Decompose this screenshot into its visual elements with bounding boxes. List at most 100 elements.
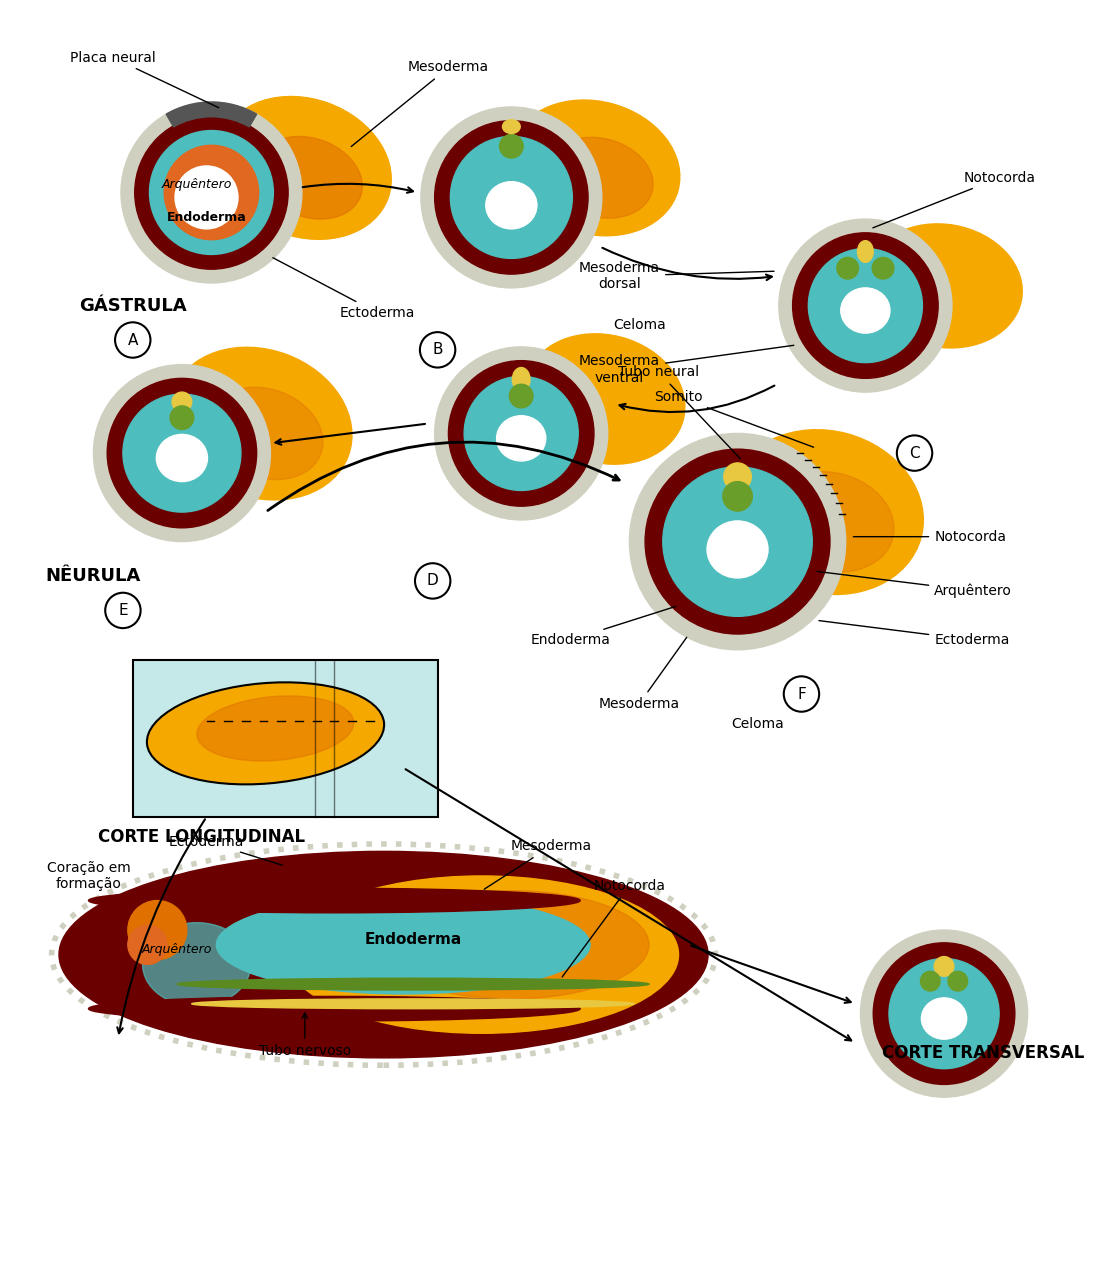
Circle shape [860,930,1028,1098]
Text: Mesoderma: Mesoderma [485,840,592,889]
Ellipse shape [512,368,530,391]
Circle shape [135,116,288,270]
Ellipse shape [208,387,323,480]
Ellipse shape [219,97,391,239]
Ellipse shape [216,895,590,993]
Circle shape [778,219,952,392]
Circle shape [435,121,588,273]
Circle shape [872,257,894,279]
Circle shape [448,361,594,506]
Ellipse shape [510,100,680,235]
Text: Mesoderma: Mesoderma [598,637,687,711]
Text: Arquêntero: Arquêntero [161,178,232,191]
Text: Notocorda: Notocorda [853,529,1006,543]
Circle shape [464,377,578,491]
Ellipse shape [142,922,251,1006]
Ellipse shape [866,224,1022,349]
Circle shape [149,131,274,254]
Circle shape [94,365,270,542]
Circle shape [873,943,1015,1085]
Text: Notocorda: Notocorda [873,170,1036,228]
Text: Somito: Somito [655,391,814,448]
Text: Ectoderma: Ectoderma [169,834,283,865]
FancyBboxPatch shape [132,660,437,817]
Text: D: D [427,574,438,589]
Circle shape [450,136,572,258]
Text: Coração em
formação: Coração em formação [46,861,130,892]
Ellipse shape [707,522,768,577]
Circle shape [176,165,238,229]
Ellipse shape [59,851,708,1058]
Text: GÁSTRULA: GÁSTRULA [79,296,187,314]
Circle shape [629,434,846,650]
Wedge shape [167,102,256,127]
Circle shape [170,406,193,430]
Text: CORTE TRANSVERSAL: CORTE TRANSVERSAL [882,1044,1084,1062]
Text: Mesoderma: Mesoderma [351,61,489,146]
Circle shape [662,467,813,617]
Circle shape [128,925,167,964]
Ellipse shape [88,888,581,913]
Ellipse shape [524,333,684,464]
Circle shape [509,384,533,408]
Text: CORTE LONGITUDINAL: CORTE LONGITUDINAL [98,828,306,846]
Ellipse shape [858,240,873,262]
Text: Arquêntero: Arquêntero [141,944,212,957]
Circle shape [723,482,752,511]
Text: A: A [128,332,138,347]
Circle shape [499,135,523,158]
Ellipse shape [177,978,649,990]
Circle shape [172,392,192,412]
Text: Mesoderma
ventral: Mesoderma ventral [578,345,794,384]
Ellipse shape [197,696,353,761]
Text: B: B [433,342,443,357]
Ellipse shape [768,472,894,572]
Ellipse shape [497,416,545,460]
Circle shape [724,463,752,491]
Text: Celoma: Celoma [613,318,666,332]
Text: Endoderma: Endoderma [167,211,246,224]
Ellipse shape [922,999,967,1039]
Text: Tubo neural: Tubo neural [618,365,741,459]
Circle shape [793,233,938,378]
Ellipse shape [285,876,679,1033]
Circle shape [948,972,967,991]
Circle shape [128,901,187,959]
Ellipse shape [192,999,635,1009]
Circle shape [123,394,241,513]
Circle shape [808,248,923,363]
Text: Arquêntero: Arquêntero [817,571,1012,598]
Text: Endoderma: Endoderma [364,932,461,948]
Circle shape [164,145,258,239]
Circle shape [889,959,999,1068]
Circle shape [837,257,859,279]
Ellipse shape [729,430,923,594]
Text: Celoma: Celoma [731,716,784,730]
Ellipse shape [169,347,352,500]
Circle shape [435,347,607,520]
Ellipse shape [157,435,208,482]
Text: Mesoderma
dorsal: Mesoderma dorsal [578,261,774,291]
Circle shape [645,449,830,633]
Ellipse shape [486,182,537,229]
Text: Endoderma: Endoderma [530,607,676,647]
Text: NÊURULA: NÊURULA [45,567,141,585]
Ellipse shape [373,890,649,999]
Ellipse shape [546,137,654,219]
Ellipse shape [502,120,520,134]
Text: E: E [118,603,128,618]
Circle shape [421,107,602,287]
Text: Tubo nervoso: Tubo nervoso [258,1013,351,1058]
Text: Ectoderma: Ectoderma [273,258,415,319]
Text: F: F [797,687,806,702]
Text: Notocorda: Notocorda [562,879,666,977]
Circle shape [107,378,256,528]
Ellipse shape [257,136,362,219]
Text: C: C [910,445,920,460]
Circle shape [934,957,954,976]
Ellipse shape [148,683,383,784]
Ellipse shape [88,996,581,1021]
Ellipse shape [841,287,890,333]
Circle shape [921,972,941,991]
Circle shape [121,102,301,282]
